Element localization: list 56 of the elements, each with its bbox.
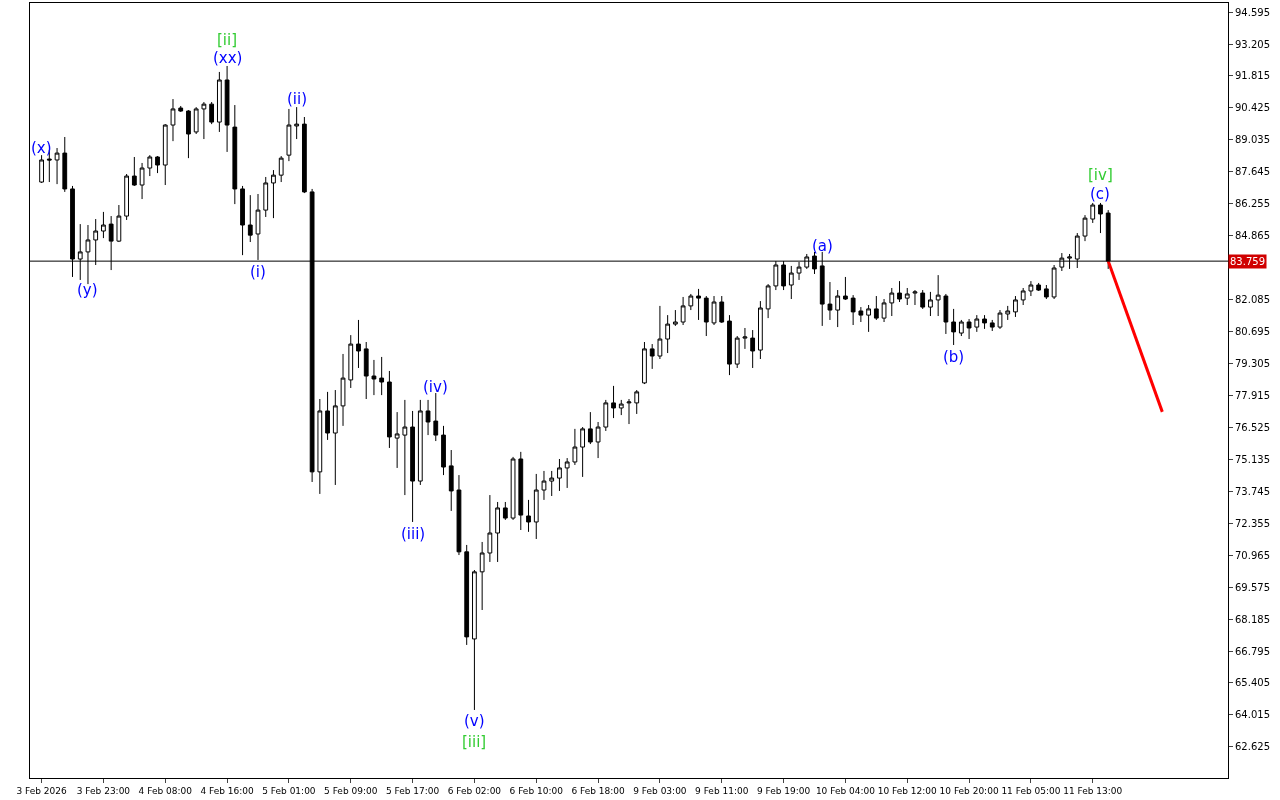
x-tick-label: 9 Feb 03:00: [633, 785, 687, 796]
x-tick-label: 5 Feb 01:00: [262, 785, 316, 796]
annotation: [iv]: [1088, 166, 1113, 184]
x-tick-label: 4 Feb 16:00: [200, 785, 255, 796]
y-tick-label: 62.625: [1235, 741, 1270, 753]
y-tick-label: 68.185: [1235, 613, 1270, 625]
y-tick-label: 64.015: [1235, 709, 1270, 721]
ref-line-label: 83.759: [1230, 256, 1265, 267]
y-tick-label: 86.255: [1235, 198, 1270, 210]
annotation: (xx): [213, 49, 243, 67]
y-tick-label: 72.355: [1235, 517, 1270, 529]
x-tick-label: 6 Feb 02:00: [447, 785, 502, 796]
y-tick-label: 70.965: [1235, 549, 1270, 561]
annotation: (i): [250, 263, 266, 281]
x-tick-label: 9 Feb 11:00: [695, 785, 749, 796]
x-tick-label: 10 Feb 12:00: [877, 785, 938, 796]
annotation: (iii): [401, 525, 426, 543]
y-tick-label: 87.645: [1235, 166, 1270, 178]
annotation: (b): [943, 348, 965, 366]
x-tick-label: 10 Feb 20:00: [939, 785, 999, 796]
x-tick-label: 3 Feb 23:00: [76, 785, 131, 796]
y-tick-label: 82.085: [1235, 294, 1270, 306]
y-tick-label: 91.815: [1235, 70, 1270, 82]
x-tick-label: 6 Feb 18:00: [571, 785, 626, 796]
x-tick-label: 10 Feb 04:00: [815, 785, 876, 796]
y-tick-label: 77.915: [1235, 389, 1270, 401]
y-tick-label: 79.305: [1235, 357, 1270, 369]
y-tick-label: 84.865: [1235, 230, 1270, 242]
annotation: (y): [77, 281, 98, 299]
y-tick-label: 80.695: [1235, 326, 1270, 338]
annotation: [ii]: [217, 31, 238, 49]
annotation: (v): [464, 712, 485, 730]
x-tick-label: 6 Feb 10:00: [509, 785, 564, 796]
annotation: (ii): [287, 90, 308, 108]
y-tick-label: 90.425: [1235, 102, 1270, 114]
y-tick-label: 76.525: [1235, 421, 1270, 433]
y-tick-label: 73.745: [1235, 485, 1270, 497]
x-tick-label: 3 Feb 2026: [16, 785, 67, 796]
y-tick-label: 93.205: [1235, 38, 1270, 50]
y-tick-label: 75.135: [1235, 453, 1270, 465]
annotation: (a): [812, 237, 833, 255]
x-tick-label: 4 Feb 08:00: [138, 785, 193, 796]
x-tick-label: 5 Feb 09:00: [324, 785, 378, 796]
x-tick-label: 11 Feb 05:00: [1001, 785, 1061, 796]
y-tick-label: 89.035: [1235, 134, 1270, 146]
x-tick-label: 5 Feb 17:00: [385, 785, 440, 796]
x-tick-label: 9 Feb 19:00: [756, 785, 811, 796]
y-tick-label: 94.595: [1235, 6, 1270, 18]
annotation: (x): [31, 139, 52, 157]
annotation: (iv): [423, 378, 448, 396]
y-tick-label: 69.575: [1235, 581, 1270, 593]
annotation: [iii]: [462, 733, 487, 751]
y-tick-label: 65.405: [1235, 677, 1270, 689]
y-tick-label: 66.795: [1235, 645, 1270, 657]
x-tick-label: 11 Feb 13:00: [1063, 785, 1123, 796]
annotation: (c): [1090, 185, 1110, 203]
